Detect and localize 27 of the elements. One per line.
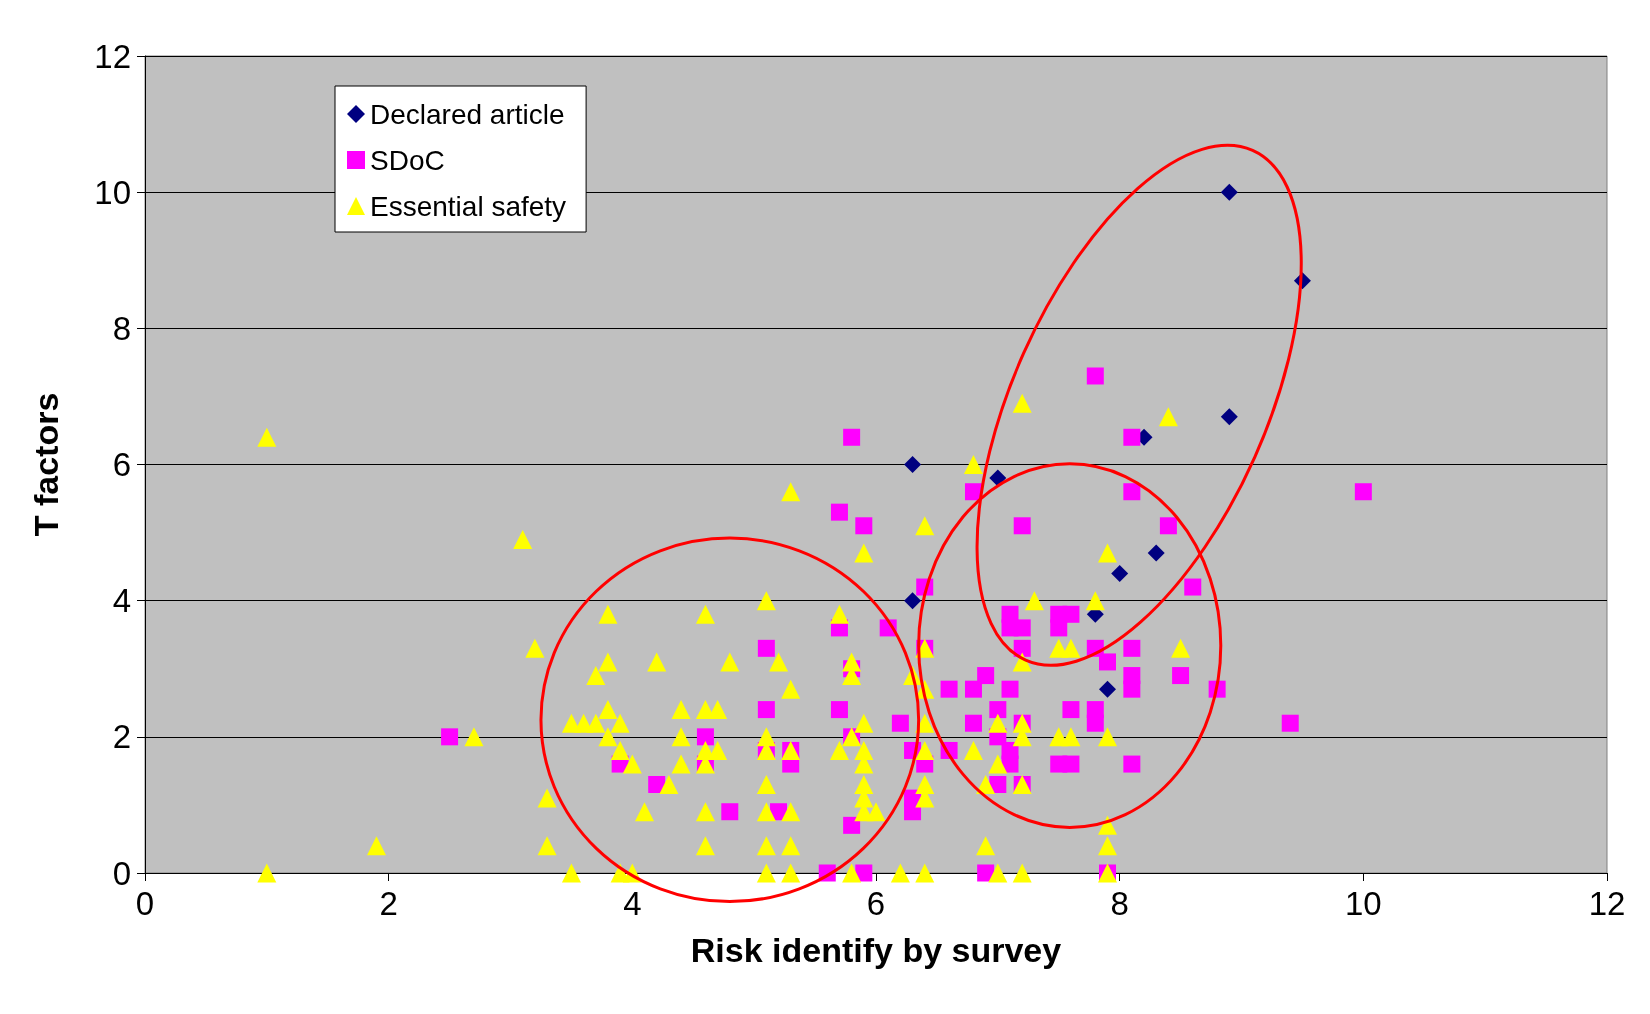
x-tick-label: 0 — [135, 885, 155, 922]
y-tick-label: 6 — [112, 446, 131, 483]
x-tick-label: 2 — [379, 885, 398, 922]
x-tick-label: 10 — [1344, 885, 1382, 922]
x-tick-label: 12 — [1588, 885, 1626, 922]
legend-label: Declared article — [370, 98, 565, 130]
point — [904, 592, 922, 610]
x-tick-label: 6 — [866, 885, 886, 922]
point — [1147, 544, 1165, 562]
point — [1111, 564, 1129, 582]
y-tick-label: 12 — [94, 37, 131, 75]
x-tick-label: 4 — [623, 885, 642, 922]
y-tick-label: 0 — [112, 854, 131, 892]
x-tick-label: 8 — [1110, 885, 1129, 922]
point — [989, 469, 1007, 487]
legend-label: SDoC — [370, 144, 445, 176]
y-tick-label: 2 — [112, 718, 131, 756]
y-tick-label: 4 — [112, 582, 131, 620]
y-tick-label: 8 — [112, 309, 131, 347]
legend-label: Essential safety — [370, 190, 567, 222]
y-axis-title: T factors — [27, 392, 65, 537]
point — [1098, 680, 1116, 698]
point — [904, 456, 922, 473]
y-tick-label: 10 — [94, 173, 131, 211]
point — [1220, 183, 1238, 201]
point — [1220, 408, 1238, 426]
x-axis-title: Risk identify by survey — [690, 931, 1062, 969]
